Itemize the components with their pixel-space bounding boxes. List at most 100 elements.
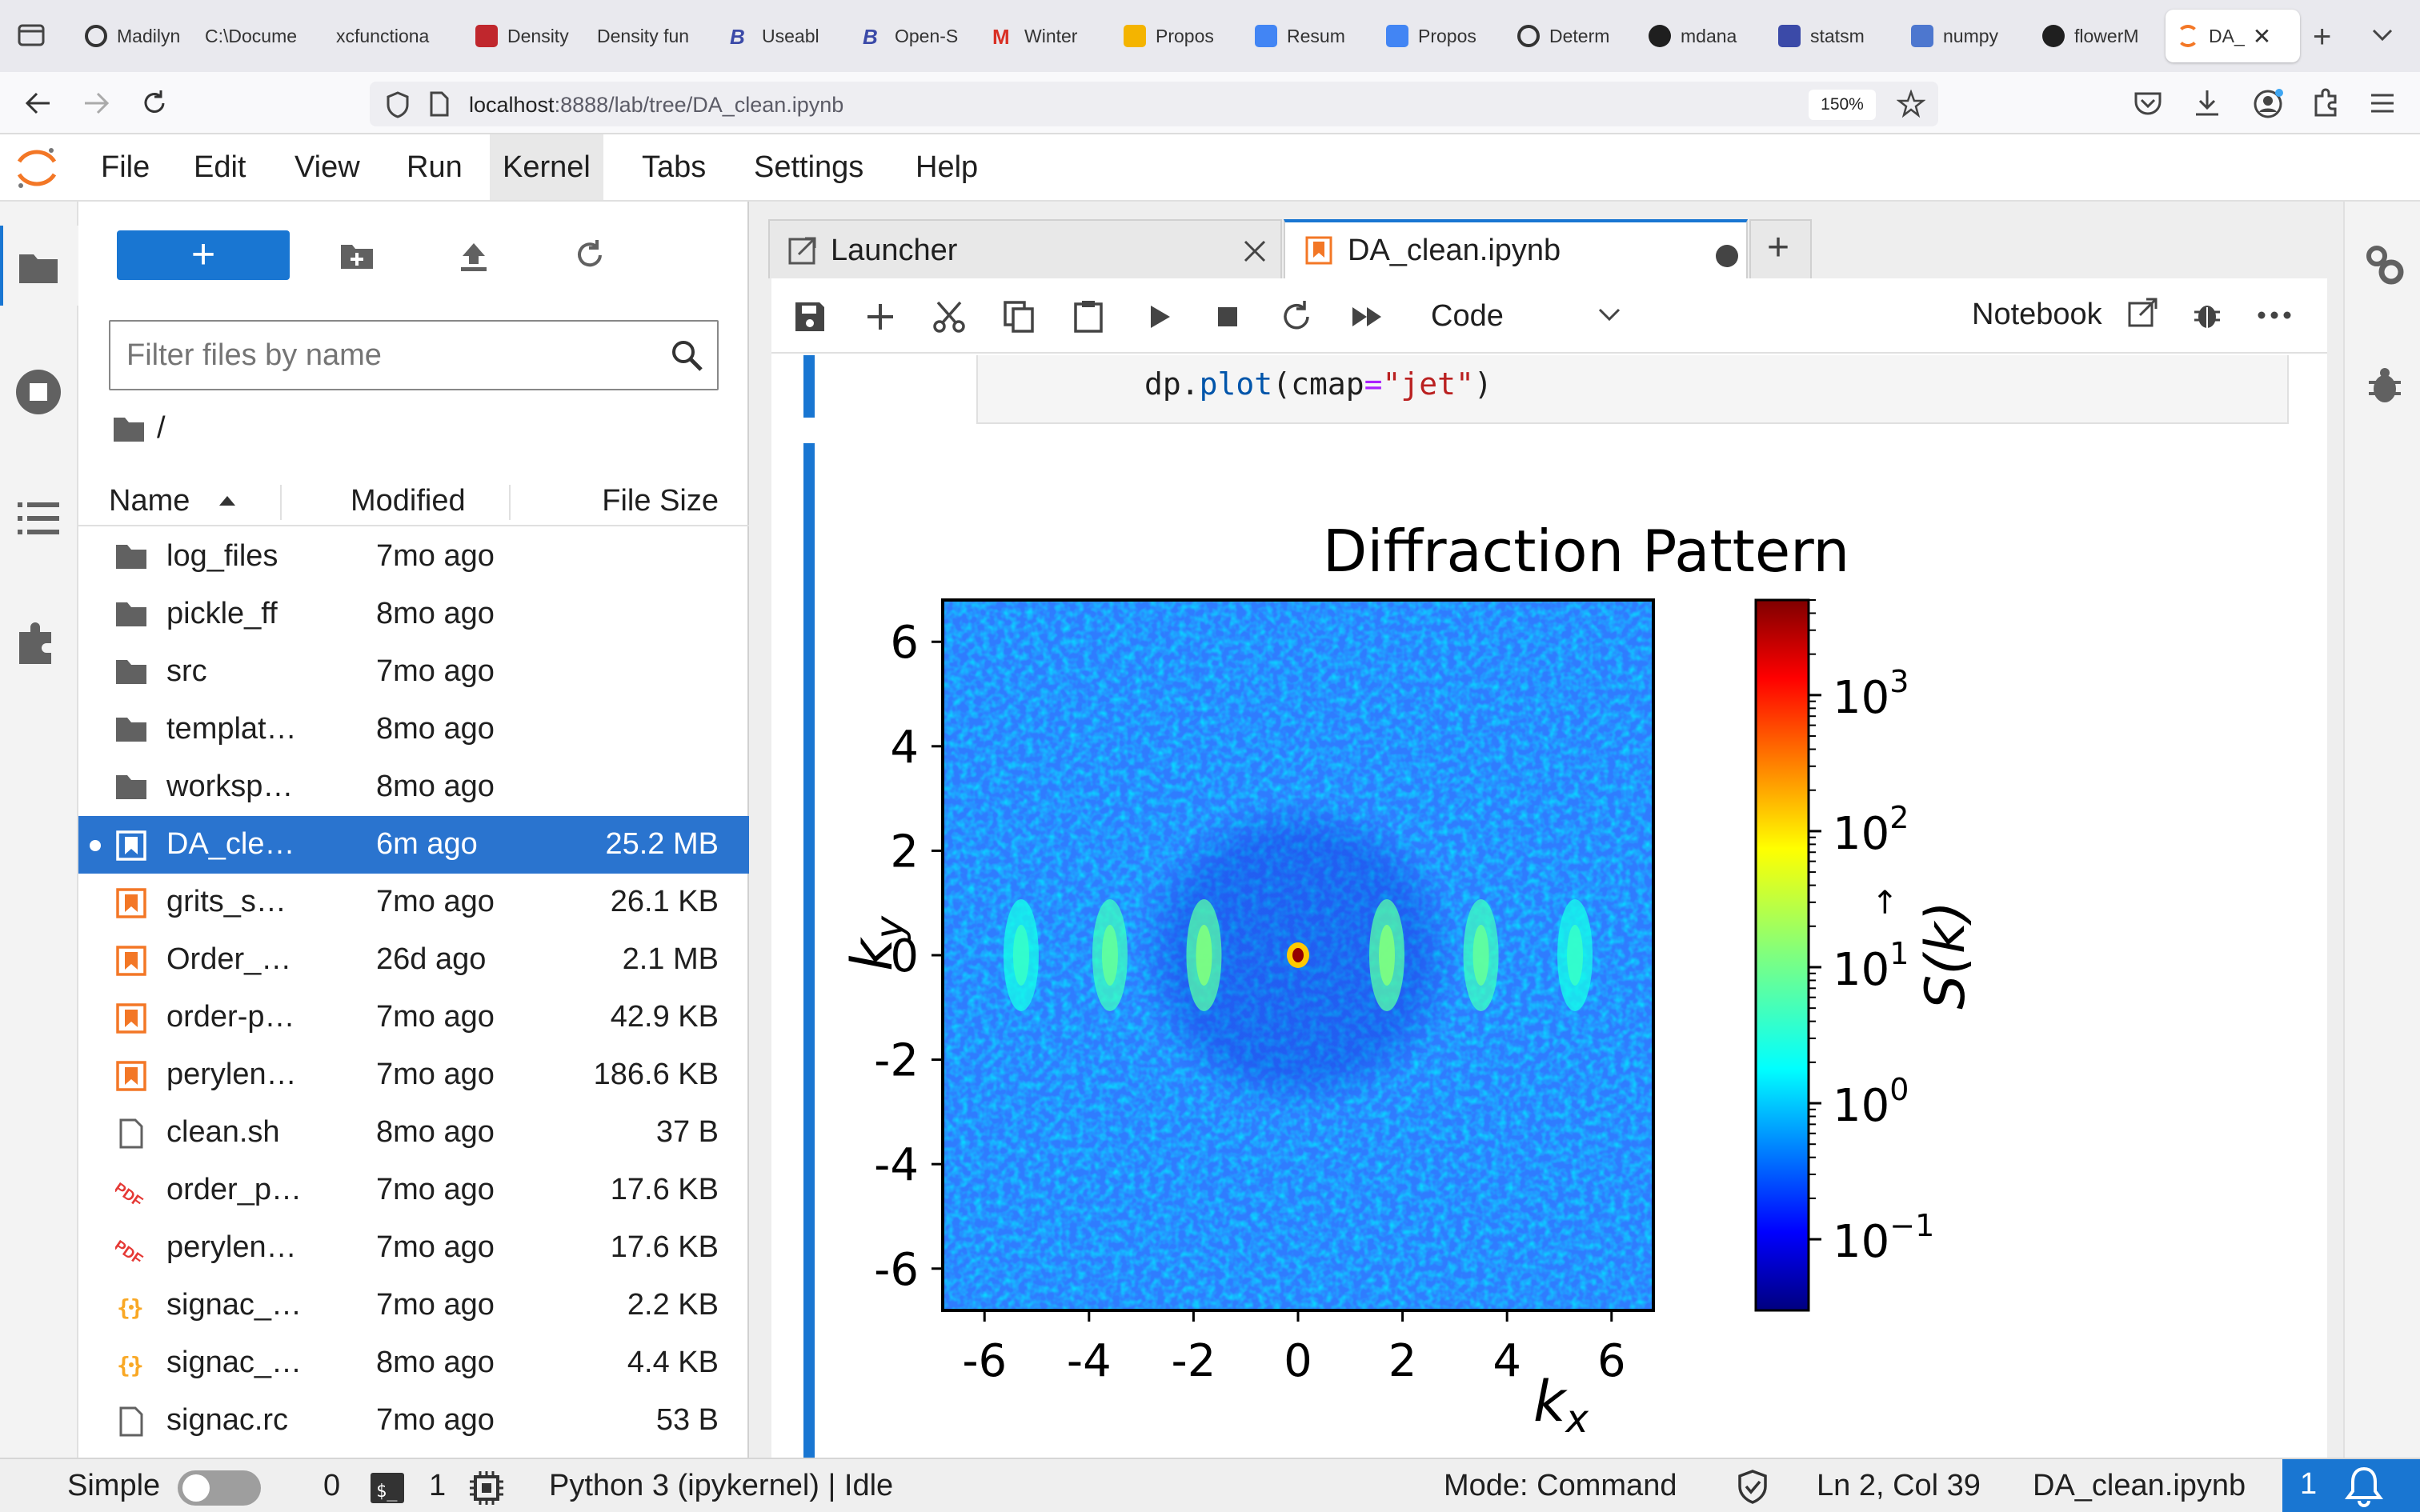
table-of-contents-icon[interactable]	[16, 499, 61, 538]
kernel-chip-icon[interactable]	[469, 1470, 504, 1506]
menu-view[interactable]: View	[294, 150, 360, 184]
cut-icon[interactable]	[932, 299, 967, 334]
kernel-status[interactable]: Python 3 (ipykernel) | Idle	[549, 1469, 894, 1502]
zoom-badge[interactable]: 150%	[1809, 90, 1876, 120]
browser-tab[interactable]: B Open-S	[863, 10, 983, 62]
menu-edit[interactable]: Edit	[194, 150, 246, 184]
browser-tab[interactable]: DA_ ✕	[2166, 10, 2300, 62]
account-icon[interactable]	[2252, 88, 2284, 120]
menu-file[interactable]: File	[101, 150, 150, 184]
chevron-down-icon[interactable]	[2370, 22, 2394, 46]
file-row[interactable]: signac.rc 7mo ago 53 B	[78, 1392, 749, 1450]
property-inspector-gears-icon[interactable]	[2362, 242, 2406, 286]
stop-icon[interactable]	[1210, 299, 1245, 334]
output-selection-bar[interactable]	[803, 443, 815, 1459]
copy-icon[interactable]	[1002, 299, 1037, 334]
tab-list-icon[interactable]	[18, 22, 45, 46]
terminal-icon[interactable]: $_	[370, 1472, 405, 1504]
app-menu-icon[interactable]	[2369, 91, 2396, 115]
column-divider[interactable]	[280, 485, 282, 520]
extensions-icon[interactable]	[2311, 88, 2342, 118]
file-row[interactable]: pickle_ff 8mo ago	[78, 586, 749, 643]
file-row[interactable]: Order_… 26d ago 2.1 MB	[78, 931, 749, 989]
file-row[interactable]: perylen… 7mo ago 186.6 KB	[78, 1046, 749, 1104]
browser-tab[interactable]: Propos	[1386, 10, 1506, 62]
forward-icon[interactable]	[82, 90, 110, 117]
menu-tabs[interactable]: Tabs	[642, 150, 707, 184]
new-tab-button[interactable]: +	[1749, 219, 1812, 278]
new-launcher-button[interactable]: +	[117, 230, 290, 280]
cursor-position[interactable]: Ln 2, Col 39	[1817, 1469, 1981, 1502]
restart-icon[interactable]	[1279, 299, 1314, 334]
browser-tab[interactable]: Density fun	[597, 10, 717, 62]
downloads-icon[interactable]	[2193, 88, 2222, 118]
extension-manager-icon[interactable]	[16, 621, 61, 666]
menu-help[interactable]: Help	[916, 150, 979, 184]
browser-tab[interactable]: mdana	[1649, 10, 1767, 62]
unsaved-dot-icon[interactable]	[1716, 245, 1738, 267]
menu-settings[interactable]: Settings	[754, 150, 864, 184]
browser-tab[interactable]: xcfunctiona	[336, 10, 464, 62]
file-row[interactable]: PDF order_p… 7mo ago 17.6 KB	[78, 1162, 749, 1219]
browser-tab[interactable]: statsm	[1778, 10, 1898, 62]
cell-selection-bar[interactable]	[803, 355, 815, 418]
browser-tab[interactable]: Density	[475, 10, 587, 62]
running-kernels-icon[interactable]	[14, 368, 62, 416]
column-header-name[interactable]: Name	[109, 484, 190, 518]
refresh-icon[interactable]	[573, 238, 607, 272]
filter-files-input[interactable]	[126, 336, 639, 374]
file-row[interactable]: order-p… 7mo ago 42.9 KB	[78, 989, 749, 1046]
close-tab-icon[interactable]	[1242, 238, 1268, 264]
cell-type-select[interactable]: Code	[1420, 294, 1660, 338]
debugger-bug-icon[interactable]	[2367, 366, 2402, 406]
reload-icon[interactable]	[139, 88, 170, 118]
shield-icon[interactable]	[386, 91, 410, 118]
save-icon[interactable]	[792, 299, 827, 334]
terminal-count[interactable]: 0	[323, 1469, 341, 1502]
browser-tab[interactable]: Propos	[1124, 10, 1244, 62]
file-row[interactable]: {} signac_… 7mo ago 2.2 KB	[78, 1277, 749, 1334]
notebook-kernel-label[interactable]: Notebook	[1972, 298, 2102, 331]
file-row[interactable]: clean.sh 8mo ago 37 B	[78, 1104, 749, 1162]
file-row[interactable]: src 7mo ago	[78, 643, 749, 701]
run-all-icon[interactable]	[1349, 299, 1384, 334]
back-icon[interactable]	[24, 90, 53, 117]
simple-mode-toggle[interactable]	[178, 1470, 261, 1506]
file-row[interactable]: {} signac_… 8mo ago 4.4 KB	[78, 1334, 749, 1392]
file-row[interactable]: log_files 7mo ago	[78, 528, 749, 586]
debugger-bug-icon[interactable]	[2193, 298, 2222, 331]
menu-run[interactable]: Run	[407, 150, 463, 184]
paste-icon[interactable]	[1071, 299, 1106, 334]
breadcrumb-root[interactable]: /	[157, 411, 166, 445]
new-folder-icon[interactable]	[339, 242, 375, 270]
browser-tab[interactable]: Resum	[1255, 10, 1375, 62]
bookmark-star-icon[interactable]	[1897, 90, 1925, 118]
insert-cell-icon[interactable]	[863, 299, 898, 334]
browser-tab[interactable]: flowerM	[2042, 10, 2154, 62]
file-row[interactable]: DA_cle… 6m ago 25.2 MB	[78, 816, 749, 874]
browser-tab[interactable]: numpy	[1911, 10, 2031, 62]
close-tab-icon[interactable]: ✕	[2252, 23, 2272, 49]
open-in-new-icon[interactable]	[2127, 298, 2159, 330]
tab-notebook[interactable]: DA_clean.ipynb	[1284, 219, 1748, 280]
more-options-icon[interactable]	[2257, 310, 2292, 320]
column-header-modified[interactable]: Modified	[351, 484, 466, 518]
run-icon[interactable]	[1141, 299, 1176, 334]
pocket-icon[interactable]	[2134, 90, 2162, 117]
browser-tab[interactable]: B Useabl	[730, 10, 850, 62]
folder-icon[interactable]	[18, 250, 59, 285]
column-divider[interactable]	[509, 485, 511, 520]
url-bar[interactable]: localhost:8888/lab/tree/DA_clean.ipynb 1…	[370, 82, 1938, 126]
breadcrumb-home-folder-icon[interactable]	[112, 414, 146, 443]
new-tab-icon[interactable]: +	[2313, 19, 2332, 54]
notifications-button[interactable]: 1	[2282, 1459, 2420, 1512]
browser-tab[interactable]: Determ	[1517, 10, 1637, 62]
file-row[interactable]: PDF perylen… 7mo ago 17.6 KB	[78, 1219, 749, 1277]
file-row[interactable]: grits_s… 7mo ago 26.1 KB	[78, 874, 749, 931]
kernel-count[interactable]: 1	[429, 1469, 447, 1502]
browser-tab[interactable]: Madilyn	[85, 10, 197, 62]
menu-kernel[interactable]: Kernel	[490, 134, 603, 200]
tab-launcher[interactable]: Launcher	[768, 219, 1282, 278]
filter-files-input-box[interactable]	[109, 320, 719, 390]
file-row[interactable]: worksp… 8mo ago	[78, 758, 749, 816]
